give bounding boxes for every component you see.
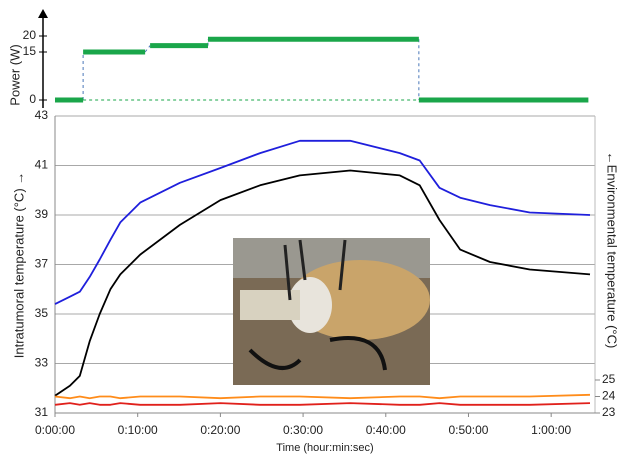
x-tick-label: 0:10:00	[118, 423, 158, 437]
y-tick-label: 20	[23, 28, 37, 42]
y-tick-label: 37	[35, 257, 49, 271]
y-tick-label: 41	[35, 158, 49, 172]
x-tick-label: 0:20:00	[200, 423, 240, 437]
y-tick-label: 35	[35, 306, 49, 320]
connector	[144, 45, 151, 53]
y2-tick-label: 24	[602, 389, 616, 403]
y-tick-label: 0	[29, 92, 36, 106]
y-axis-title: Intratumoral temperature (°C) →	[11, 172, 26, 359]
y-tick-label: 15	[23, 44, 37, 58]
y2-axis-title: ←Environmental temperature (°C)	[605, 152, 619, 349]
y2-tick-label: 23	[602, 405, 616, 419]
series-line	[54, 402, 591, 406]
y-tick-label: 43	[35, 108, 49, 122]
y2-tick-label: 25	[602, 372, 616, 386]
x-tick-label: 0:30:00	[283, 423, 323, 437]
y-axis-title: Power (W)	[7, 44, 22, 105]
y-tick-label: 33	[35, 356, 49, 370]
axis-arrow	[38, 9, 48, 18]
x-tick-label: 0:00:00	[35, 423, 75, 437]
x-axis-title: Time (hour:min:sec)	[276, 442, 373, 454]
x-tick-label: 0:40:00	[366, 423, 406, 437]
series-line	[54, 139, 591, 305]
x-tick-label: 1:00:00	[531, 423, 571, 437]
photo	[233, 238, 430, 385]
y-tick-label: 39	[35, 207, 49, 221]
series-line	[54, 393, 591, 400]
series-line	[54, 169, 591, 397]
x-tick-label: 0:50:00	[448, 423, 488, 437]
y-tick-label: 31	[35, 405, 49, 419]
